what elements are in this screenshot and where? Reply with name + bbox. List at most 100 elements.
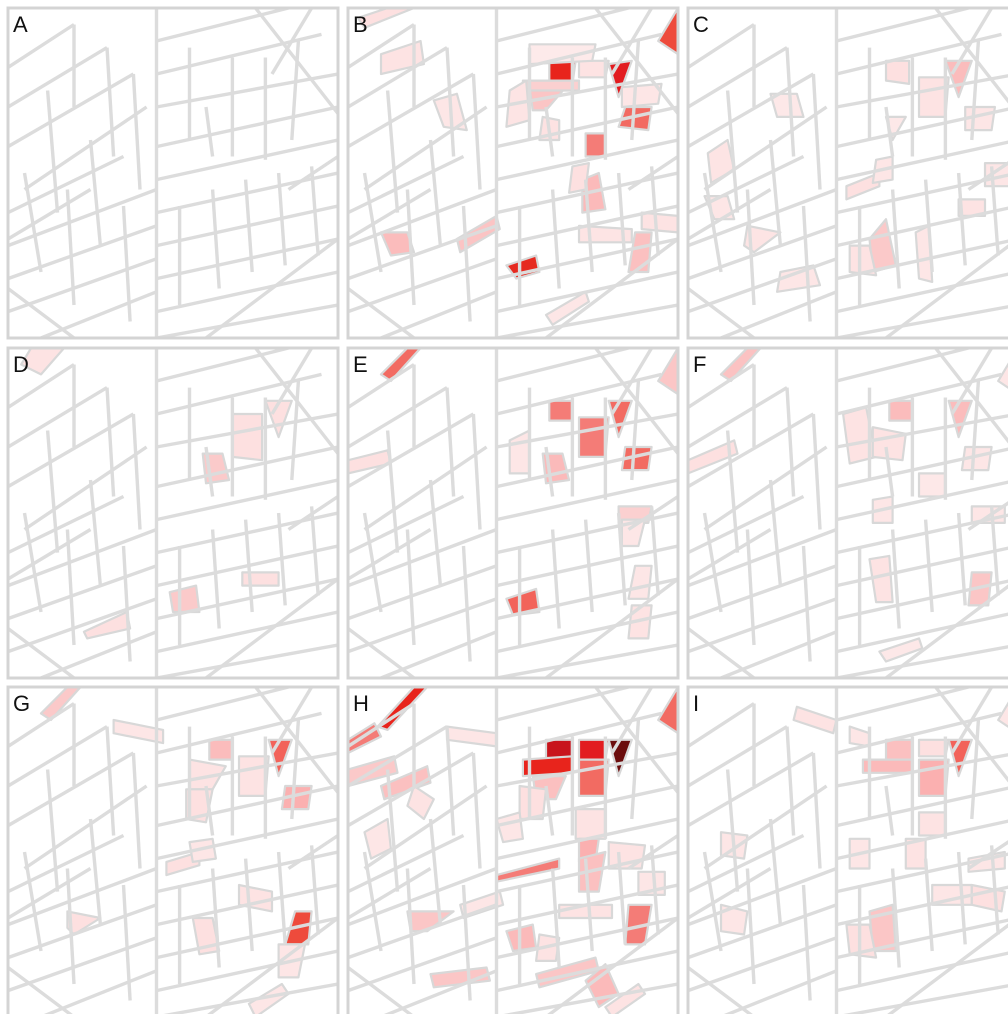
mosaic-line (348, 867, 432, 920)
panel-border (686, 685, 1008, 1014)
highlighted-cell (997, 362, 1008, 389)
mosaic-line (989, 845, 1000, 935)
mosaic-line (496, 8, 629, 43)
mosaic-line (496, 817, 678, 861)
mosaic-line (156, 412, 338, 449)
mosaic-line (836, 951, 1008, 993)
mosaic-line (630, 719, 641, 820)
mosaic-line (836, 140, 1008, 182)
highlighted-cell (845, 171, 881, 201)
mosaic-line (688, 936, 838, 993)
mosaic-line (496, 105, 678, 149)
mosaic-line (688, 597, 838, 654)
panel-label: H (353, 691, 369, 716)
mosaic-line (884, 244, 1008, 338)
highlighted-cell (241, 571, 280, 587)
mosaic-line (156, 32, 322, 76)
mosaic-line (348, 72, 475, 149)
mosaic-line (204, 446, 215, 497)
mosaic-line (836, 239, 1008, 281)
mosaic-line (688, 751, 815, 828)
mosaic-line (156, 303, 338, 338)
mosaic-line (8, 386, 108, 449)
mosaic-line (156, 138, 338, 182)
panel-mosaic (348, 8, 678, 338)
highlighted-cell (20, 348, 66, 376)
mosaic-line (8, 528, 92, 581)
mosaic-line (884, 446, 895, 497)
mosaic-line (688, 866, 838, 927)
mosaic-line (785, 387, 796, 497)
mosaic-line (811, 73, 822, 190)
mosaic-line (45, 769, 60, 892)
highlighted-cell (112, 718, 165, 745)
highlighted-cell (620, 82, 663, 109)
mosaic-line (348, 597, 498, 654)
mosaic-line (610, 8, 654, 75)
mosaic-line (630, 40, 641, 141)
highlighted-cell (917, 472, 947, 498)
highlighted-cell (884, 738, 914, 761)
mosaic-line (544, 237, 678, 338)
mosaic-line (210, 529, 221, 629)
mosaic-line (496, 711, 662, 755)
mosaic-line (688, 23, 755, 69)
panel-border (6, 685, 340, 1014)
panel-mosaic (348, 687, 678, 1014)
panel-mosaic (8, 687, 338, 1014)
mosaic-line (156, 478, 338, 522)
mosaic-line (688, 903, 838, 960)
mosaic-line (934, 687, 1008, 783)
mosaic-line (8, 966, 73, 1014)
mosaic-line (503, 982, 678, 1014)
mosaic-line (8, 287, 76, 338)
panel-g: G (6, 685, 340, 1014)
mosaic-line (276, 172, 287, 266)
mosaic-line (156, 784, 338, 828)
mosaic-line (309, 845, 320, 935)
mosaic-line (8, 46, 108, 109)
mosaic-line (956, 851, 967, 945)
panel-mosaic (8, 8, 338, 338)
mosaic-line (496, 916, 678, 960)
mosaic-line (348, 564, 498, 621)
mosaic-line (703, 105, 828, 191)
highlighted-cell (521, 79, 581, 92)
mosaic-line (254, 348, 338, 455)
mosaic-line (688, 412, 815, 489)
mosaic-line (363, 105, 488, 191)
mosaic-line (544, 785, 555, 836)
mosaic-line (836, 74, 1008, 109)
mosaic-line (836, 348, 969, 383)
panel-frame (6, 6, 340, 340)
mosaic-line (725, 430, 740, 553)
highlighted-cell (379, 348, 422, 383)
highlighted-cell (878, 637, 924, 663)
mosaic-line (610, 687, 654, 754)
mosaic-line (688, 188, 772, 241)
mosaic-line (287, 155, 338, 191)
mosaic-line (610, 348, 654, 415)
mosaic-line (461, 545, 472, 662)
mosaic-line (688, 702, 755, 748)
mosaic-line (363, 784, 488, 870)
mosaic-line (967, 501, 1008, 531)
highlighted-cell (888, 399, 914, 422)
mosaic-line (8, 154, 125, 215)
highlighted-cell (997, 701, 1008, 728)
panel-label: B (353, 12, 368, 37)
mosaic-line (616, 172, 627, 266)
mosaic-line (348, 412, 475, 489)
mosaic-line (8, 72, 135, 149)
highlighted-cell (871, 426, 907, 462)
mosaic-line (785, 47, 796, 157)
highlighted-cell (356, 8, 416, 29)
mosaic-line (204, 237, 338, 338)
mosaic-line (649, 506, 660, 596)
mosaic-line (156, 348, 289, 383)
panel-label: A (13, 12, 28, 37)
highlighted-cell (792, 705, 838, 735)
mosaic-line (970, 719, 981, 820)
mosaic-line (156, 270, 338, 314)
highlighted-cell (505, 587, 541, 617)
